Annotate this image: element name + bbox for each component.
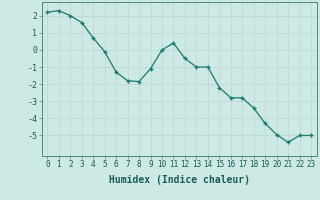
X-axis label: Humidex (Indice chaleur): Humidex (Indice chaleur) xyxy=(109,175,250,185)
